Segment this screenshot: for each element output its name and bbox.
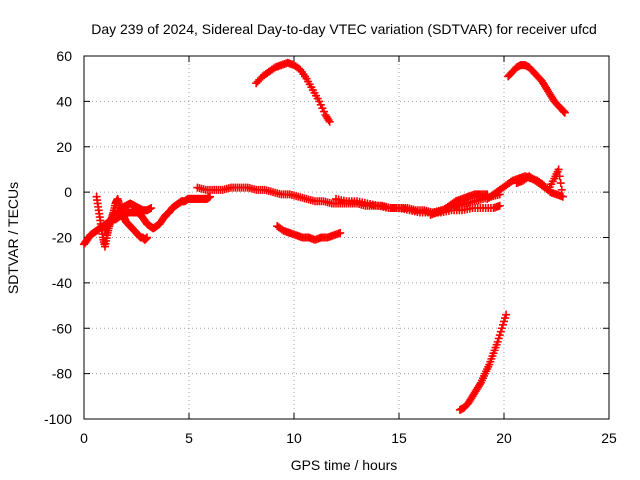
y-tick-label: -40 (52, 275, 72, 291)
data-point (324, 116, 333, 125)
y-tick-label: -60 (52, 320, 72, 336)
data-point (336, 228, 345, 237)
data-point (560, 108, 569, 117)
series-arc-9 (273, 222, 345, 244)
tick-labels: 0 5 10 15 20 25 -100 -80 -60 -40 -20 0 20 40 60 (44, 48, 617, 446)
data-point (495, 201, 504, 210)
y-tick-label: 60 (56, 48, 72, 64)
series-arc-3 (101, 199, 156, 235)
data-point (143, 233, 151, 242)
data-point (556, 179, 565, 188)
y-axis-label: SDTVAR / TECUs (5, 182, 21, 294)
plot-frame (83, 55, 610, 420)
x-axis-label: GPS time / hours (291, 457, 398, 473)
y-tick-label: -100 (44, 411, 72, 427)
data-point (147, 204, 156, 213)
x-tick-label: 15 (391, 430, 407, 446)
x-tick-label: 0 (80, 430, 88, 446)
x-tick-label: 25 (601, 430, 617, 446)
chart-title: Day 239 of 2024, Sidereal Day-to-day VTE… (91, 21, 597, 37)
data-point (206, 192, 214, 201)
series-arc-6 (426, 190, 492, 219)
series-arc-11 (504, 61, 569, 117)
data-point (555, 172, 564, 181)
grid (84, 56, 609, 419)
y-tick-label: -20 (52, 230, 72, 246)
axis-ticks (83, 55, 610, 420)
data-point (557, 185, 566, 194)
series-arc-8 (512, 165, 567, 201)
series-arc-12 (455, 310, 511, 414)
data-point (554, 165, 563, 174)
y-tick-label: 40 (56, 93, 72, 109)
y-tick-label: -80 (52, 366, 72, 382)
y-tick-label: 0 (64, 184, 72, 200)
y-tick-label: 20 (56, 139, 72, 155)
series-arc-10 (252, 58, 334, 126)
data-point (325, 117, 334, 126)
data-point (502, 310, 511, 319)
x-tick-label: 10 (286, 430, 302, 446)
data-point (558, 192, 567, 201)
x-tick-label: 5 (185, 430, 193, 446)
data-points (80, 58, 569, 414)
x-tick-label: 20 (496, 430, 512, 446)
